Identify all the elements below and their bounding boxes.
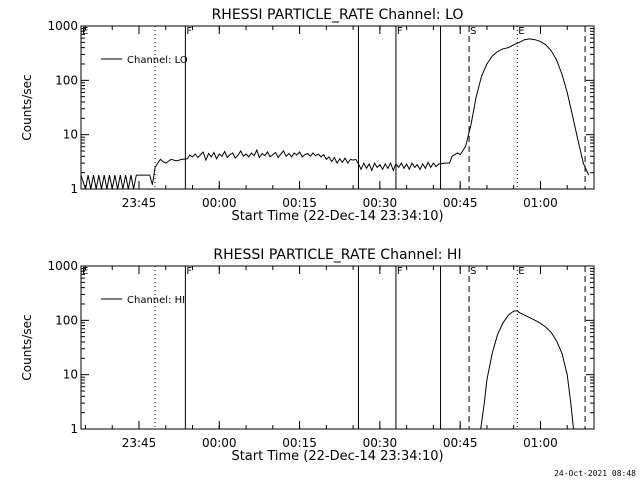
plot-timestamp: 24-Oct-2021 08:48 — [554, 469, 636, 478]
y-axis-label: Counts/sec — [20, 74, 34, 140]
y-tick-label: 1 — [70, 182, 78, 196]
series-line — [480, 310, 574, 430]
flag-label: F — [397, 266, 403, 277]
series-line — [80, 38, 590, 190]
flag-label: E — [518, 266, 524, 277]
y-tick-label: 100 — [55, 73, 78, 87]
plot-frame — [80, 265, 595, 430]
x-tick-label: 00:00 — [202, 436, 237, 450]
x-tick-label: 00:00 — [202, 196, 237, 210]
chart-panel-1: RHESSI PARTICLE_RATE Channel: LO Counts/s… — [20, 7, 595, 224]
x-tick-label: 00:45 — [443, 196, 478, 210]
y-tick-label: 10 — [63, 368, 78, 382]
y-axis-label: Counts/sec — [20, 314, 34, 380]
chart-panel-2: RHESSI PARTICLE_RATE Channel: HI Counts/s… — [20, 247, 595, 464]
chart-title: RHESSI PARTICLE_RATE Channel: HI — [213, 247, 461, 263]
y-tick-label: 10 — [63, 128, 78, 142]
y-tick-label: 1000 — [47, 19, 78, 33]
x-tick-label: 23:45 — [122, 196, 157, 210]
x-tick-label: 01:00 — [523, 436, 558, 450]
flag-label: S — [470, 26, 476, 37]
flag-label: F — [186, 26, 192, 37]
flag-label: F — [397, 26, 403, 37]
flag-label: S — [470, 266, 476, 277]
plot-frame — [80, 25, 595, 190]
x-tick-label: 00:15 — [282, 196, 317, 210]
legend-label: Channel: HI — [127, 295, 185, 306]
x-tick-label: 01:00 — [523, 196, 558, 210]
x-tick-label: 00:45 — [443, 436, 478, 450]
flag-label: E — [518, 26, 524, 37]
x-tick-label: 00:15 — [282, 436, 317, 450]
flag-label: E — [82, 266, 88, 277]
y-tick-label: 1 — [70, 422, 78, 436]
x-axis-label: Start Time (22-Dec-14 23:34:10) — [231, 209, 443, 224]
y-tick-label: 100 — [55, 313, 78, 327]
chart-title: RHESSI PARTICLE_RATE Channel: LO — [212, 7, 464, 23]
x-tick-label: 00:30 — [363, 196, 398, 210]
legend-label: Channel: LO — [127, 55, 188, 66]
flag-label: F — [186, 266, 192, 277]
y-tick-label: 1000 — [47, 259, 78, 273]
x-tick-label: 00:30 — [363, 436, 398, 450]
x-tick-label: 23:45 — [122, 436, 157, 450]
flag-label: E — [82, 26, 88, 37]
x-axis-label: Start Time (22-Dec-14 23:34:10) — [231, 449, 443, 464]
